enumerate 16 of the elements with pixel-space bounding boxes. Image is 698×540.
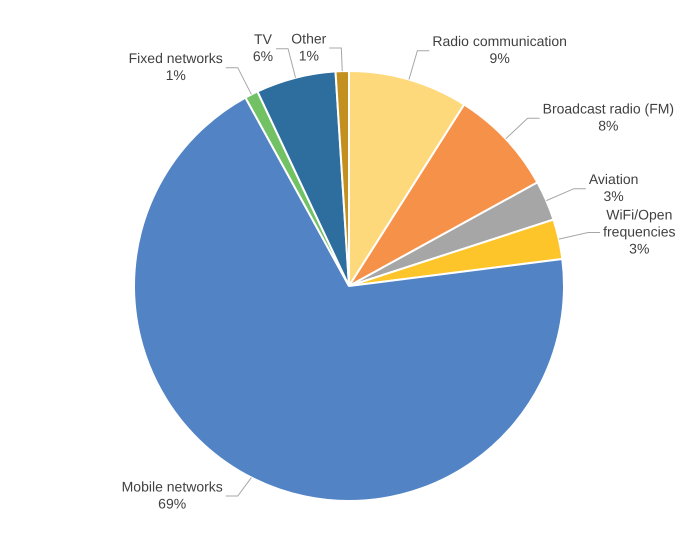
slice-label: Fixed networks bbox=[128, 50, 223, 66]
slice-label: TV bbox=[254, 31, 273, 48]
slice-label: Other bbox=[291, 30, 327, 46]
slice-label: Radio communication bbox=[432, 33, 567, 50]
data-label: 3% bbox=[604, 188, 624, 204]
data-label: 69% bbox=[158, 495, 186, 512]
slice-label: Aviation bbox=[588, 171, 638, 188]
data-label: 3% bbox=[629, 240, 650, 256]
slice-label: Broadcast radio (FM) bbox=[542, 100, 674, 117]
data-label: 9% bbox=[490, 50, 510, 66]
slice-label: Mobile networks bbox=[122, 478, 223, 494]
data-label: 8% bbox=[598, 118, 618, 134]
data-label: 1% bbox=[298, 47, 319, 64]
slice-label: WiFi/Open frequencies bbox=[603, 206, 676, 240]
data-label: 6% bbox=[252, 48, 274, 64]
data-label: 1% bbox=[166, 67, 186, 84]
